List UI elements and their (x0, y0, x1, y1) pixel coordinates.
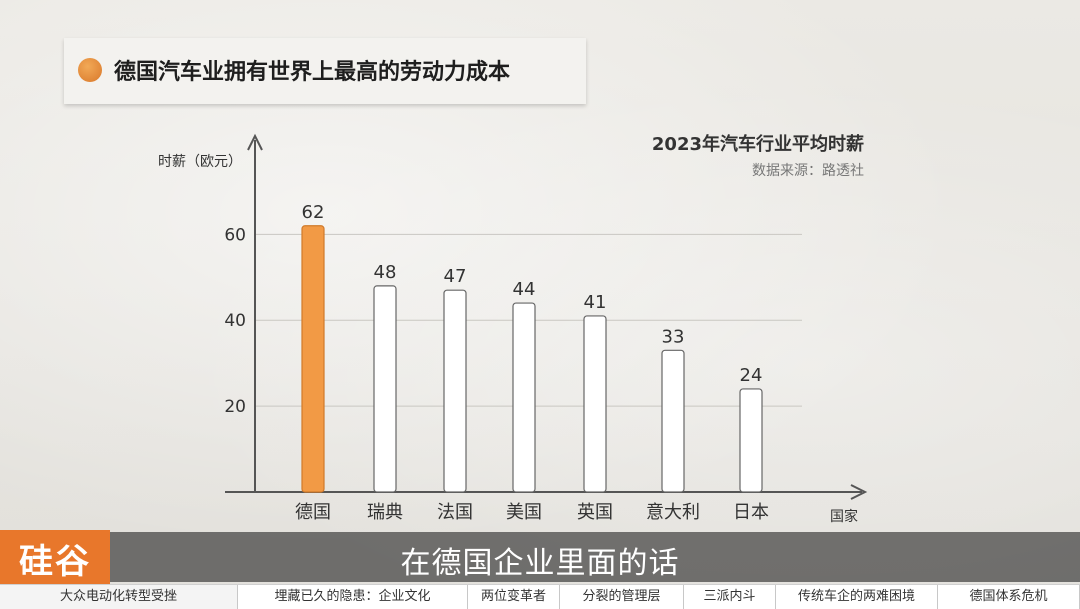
y-axis-label: 时薪（欧元） (158, 154, 242, 170)
chart-source: 数据来源：路透社 (752, 163, 864, 179)
x-tick-label: 英国 (577, 502, 613, 523)
video-subtitle: 在德国企业里面的话 (400, 546, 680, 581)
x-tick-label: 瑞典 (367, 502, 403, 523)
bar (739, 388, 763, 493)
x-tick-label: 法国 (437, 502, 473, 523)
chapter-nav: 大众电动化转型受挫 埋藏已久的隐患：企业文化 两位变革者 分裂的管理层 三派内斗 传统车企… (0, 584, 1080, 609)
page-title: 德国汽车业拥有世界上最高的劳动力成本 (114, 60, 511, 85)
subtitle-band (0, 532, 1080, 582)
chapter-nav-item[interactable]: 大众电动化转型受挫 (0, 585, 238, 609)
chapter-nav-item[interactable]: 三派内斗 (684, 585, 776, 609)
x-axis-label: 国家 (830, 508, 858, 525)
y-tick-label: 60 (224, 225, 246, 245)
y-tick-label: 40 (224, 311, 246, 331)
bar-value-label: 24 (740, 365, 763, 386)
bar (373, 285, 397, 493)
y-axis-arrow-icon (247, 133, 263, 151)
x-axis-arrow-icon (850, 484, 868, 500)
bar (661, 349, 685, 493)
title-card: 德国汽车业拥有世界上最高的劳动力成本 (64, 38, 586, 104)
orange-bullet-icon (78, 58, 102, 82)
bar (512, 302, 536, 493)
chapter-nav-item[interactable]: 两位变革者 (468, 585, 560, 609)
bar-value-label: 47 (444, 266, 467, 287)
y-tick-label: 20 (224, 397, 246, 417)
bar-value-label: 48 (374, 262, 397, 283)
chapter-nav-item[interactable]: 传统车企的两难困境 (776, 585, 938, 609)
channel-logo: 硅谷 (0, 530, 110, 586)
bar-value-label: 62 (302, 202, 325, 223)
bar (301, 225, 325, 493)
chapter-nav-item[interactable]: 德国体系危机 (938, 585, 1080, 609)
chart-title: 2023年汽车行业平均时薪 (651, 134, 864, 155)
x-tick-label: 美国 (506, 502, 542, 523)
x-tick-label: 日本 (733, 502, 769, 523)
x-tick-label: 德国 (295, 502, 331, 523)
chapter-nav-item[interactable]: 分裂的管理层 (560, 585, 684, 609)
chapter-nav-item[interactable]: 埋藏已久的隐患：企业文化 (238, 585, 468, 609)
bar (583, 315, 607, 493)
x-tick-label: 意大利 (646, 502, 700, 523)
bar (443, 289, 467, 493)
bar-value-label: 41 (584, 292, 607, 313)
bar-value-label: 44 (513, 279, 536, 300)
bar-value-label: 33 (662, 326, 685, 347)
